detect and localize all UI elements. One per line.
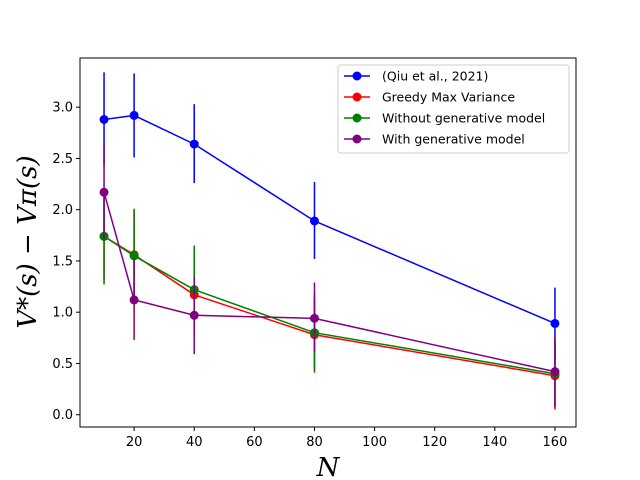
legend-entry: Greedy Max Variance: [344, 90, 515, 105]
y-tick-label: 3.0: [52, 101, 73, 116]
series-line: [103, 235, 556, 377]
legend-label: With generative model: [382, 132, 525, 147]
x-tick-label: 20: [126, 435, 143, 450]
data-point: [129, 251, 139, 261]
legend-label: Without generative model: [382, 111, 545, 126]
data-point: [309, 313, 319, 323]
series-line: [103, 192, 556, 373]
data-point: [99, 187, 109, 197]
data-point: [99, 115, 109, 124]
y-tick-label: 1.0: [52, 306, 73, 321]
plot-area: [99, 72, 560, 410]
legend-entry: (Qiu et al., 2021): [344, 69, 488, 84]
y-axis: 0.0 0.5 1.0 1.5 2.0 2.5 3.0: [52, 101, 80, 423]
legend-box: [337, 64, 570, 154]
legend-label: (Qiu et al., 2021): [382, 69, 488, 84]
legend-marker: [352, 113, 362, 123]
legend-marker: [352, 134, 362, 144]
x-axis: 20 40 60 80 100 120 140 160: [126, 427, 568, 450]
data-point: [129, 295, 139, 305]
legend-marker: [352, 71, 362, 81]
x-tick-label: 60: [246, 435, 263, 450]
y-tick-label: 1.5: [52, 254, 73, 269]
series-line: [103, 235, 556, 375]
x-tick-label: 80: [306, 435, 323, 450]
legend-entry: With generative model: [344, 132, 525, 147]
x-tick-label: 40: [186, 435, 203, 450]
y-tick-label: 0.5: [52, 357, 73, 372]
series-2: [99, 192, 560, 410]
x-tick-label: 100: [362, 435, 387, 450]
series-1: [99, 72, 560, 360]
axes-frame: [79, 57, 577, 428]
data-point: [129, 110, 139, 120]
x-tick-label: 140: [482, 435, 507, 450]
x-tick-label: 160: [543, 435, 568, 450]
series-3: [99, 191, 560, 407]
legend-marker: [352, 92, 362, 102]
x-axis-label: N: [316, 453, 341, 480]
y-tick-label: 2.0: [52, 203, 73, 218]
legend-label: Greedy Max Variance: [382, 90, 515, 105]
data-point: [309, 216, 319, 226]
data-point: [189, 139, 199, 149]
y-tick-label: 2.5: [52, 152, 73, 167]
x-tick-label: 120: [422, 435, 447, 450]
y-axis-label: V*(s) − Vπ(s): [13, 155, 43, 328]
series-4: [99, 144, 560, 408]
data-point: [550, 318, 560, 328]
y-tick-label: 0.0: [52, 408, 73, 423]
data-point: [550, 367, 560, 377]
legend: (Qiu et al., 2021) Greedy Max Variance Wit…: [337, 64, 570, 154]
legend-entry: Without generative model: [344, 111, 545, 126]
data-point: [189, 310, 199, 320]
legend-items: (Qiu et al., 2021) Greedy Max Variance Wit…: [344, 69, 545, 147]
